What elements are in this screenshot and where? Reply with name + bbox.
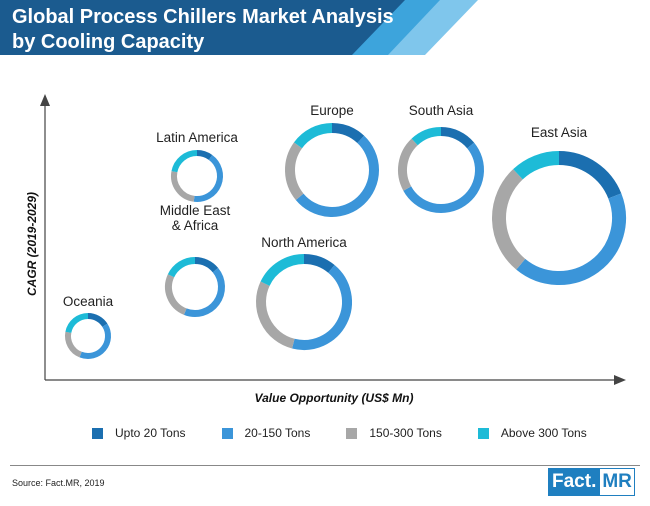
donut-north-america: North America: [256, 235, 352, 350]
donut-latin-america-segment-150-300: [171, 171, 195, 202]
donut-east-asia-segment-20-150: [516, 193, 626, 285]
header-bar: [0, 0, 405, 55]
legend-item-upto-20: Upto 20 Tons: [92, 426, 186, 440]
donut-europe-segment-upto-20: [331, 123, 365, 144]
donut-east-asia-segment-150-300: [492, 169, 526, 270]
donut-north-america-segment-150-300: [256, 281, 295, 349]
donut-south-asia-segment-20-150: [403, 142, 484, 213]
donut-middle-east-and-africa-label-line-1: Middle East: [160, 203, 231, 218]
donut-europe: Europe: [285, 103, 379, 217]
donut-oceania-segment-150-300: [65, 331, 82, 358]
donut-oceania-segment-20-150: [79, 323, 111, 359]
donut-east-asia: East Asia: [492, 125, 626, 285]
donut-north-america-segment-20-150: [292, 265, 352, 350]
legend-label-above-300: Above 300 Tons: [500, 426, 587, 440]
legend-item-above-300: Above 300 Tons: [477, 426, 587, 440]
donut-middle-east-and-africa-label-line-2: & Africa: [172, 218, 219, 233]
donut-latin-america-label: Latin America: [156, 130, 238, 145]
legend-swatch-150-300: [346, 427, 358, 439]
header-background: [0, 0, 478, 55]
y-axis-title: CAGR (2019-2029): [25, 192, 39, 296]
legend-swatch-upto-20: [92, 427, 103, 439]
donut-europe-label: Europe: [310, 103, 354, 118]
y-axis-arrow: [40, 94, 50, 106]
title-line-2: by Cooling Capacity: [12, 31, 205, 53]
title-line-1: Global Process Chillers Market Analysis: [12, 6, 394, 28]
legend-swatch-20-150: [221, 427, 233, 439]
donut-middle-east-and-africa-segment-above-300: [167, 257, 196, 278]
logo-part-mr: MR: [599, 468, 635, 496]
donut-oceania: Oceania: [63, 294, 114, 359]
donut-middle-east-and-africa-segment-150-300: [165, 274, 187, 315]
donut-latin-america-segment-upto-20: [196, 150, 213, 160]
donut-south-asia-label: South Asia: [409, 103, 474, 118]
legend-item-150-300: 150-300 Tons: [346, 426, 442, 440]
legend-label-150-300: 150-300 Tons: [369, 426, 442, 440]
legend-label-upto-20: Upto 20 Tons: [115, 426, 186, 440]
donut-north-america-segment-upto-20: [303, 254, 335, 273]
donut-latin-america-segment-20-150: [193, 154, 223, 202]
x-axis-arrow: [614, 375, 626, 385]
legend-label-20-150: 20-150 Tons: [244, 426, 311, 440]
donut-middle-east-and-africa: Middle East& Africa: [160, 203, 231, 317]
donut-oceania-segment-upto-20: [87, 313, 108, 328]
donut-group: Oceania Latin America Middle East& Africa N…: [63, 103, 626, 359]
donut-east-asia-label: East Asia: [531, 125, 588, 140]
donut-north-america-segment-above-300: [260, 254, 305, 287]
legend-swatch-above-300: [477, 427, 489, 439]
donut-east-asia-segment-upto-20: [558, 151, 622, 199]
donut-south-asia-segment-150-300: [398, 138, 418, 191]
donut-bubble-chart: Value Opportunity (US$ Mn) CAGR (2019-20…: [25, 94, 626, 405]
donut-oceania-segment-above-300: [65, 313, 89, 334]
donut-south-asia-segment-upto-20: [440, 127, 475, 149]
donut-east-asia-segment-above-300: [513, 151, 560, 180]
donut-oceania-label: Oceania: [63, 294, 114, 309]
donut-europe-segment-150-300: [285, 142, 304, 200]
donut-south-asia: South Asia: [398, 103, 484, 213]
donut-north-america-label: North America: [261, 235, 347, 250]
footer-divider: [10, 465, 640, 466]
logo-part-fact: Fact.: [548, 468, 600, 496]
donut-europe-segment-20-150: [295, 135, 379, 217]
fact-mr-logo: Fact. MR: [548, 468, 635, 496]
donut-europe-segment-above-300: [293, 123, 333, 149]
header-banner: Global Process Chillers Market Analysis …: [0, 0, 650, 62]
legend-item-20-150: 20-150 Tons: [221, 426, 311, 440]
donut-middle-east-and-africa-segment-20-150: [183, 267, 225, 317]
axes: Value Opportunity (US$ Mn) CAGR (2019-20…: [25, 94, 626, 405]
donut-latin-america: Latin America: [156, 130, 238, 202]
donut-south-asia-segment-above-300: [411, 127, 442, 146]
donut-middle-east-and-africa-segment-upto-20: [194, 257, 219, 273]
chart-title: Global Process Chillers Market Analysis …: [12, 5, 394, 55]
source-note: Source: Fact.MR, 2019: [12, 478, 105, 488]
donut-latin-america-segment-above-300: [171, 150, 198, 173]
legend: Upto 20 Tons 20-150 Tons 150-300 Tons Ab…: [92, 423, 623, 443]
x-axis-title: Value Opportunity (US$ Mn): [255, 391, 414, 405]
